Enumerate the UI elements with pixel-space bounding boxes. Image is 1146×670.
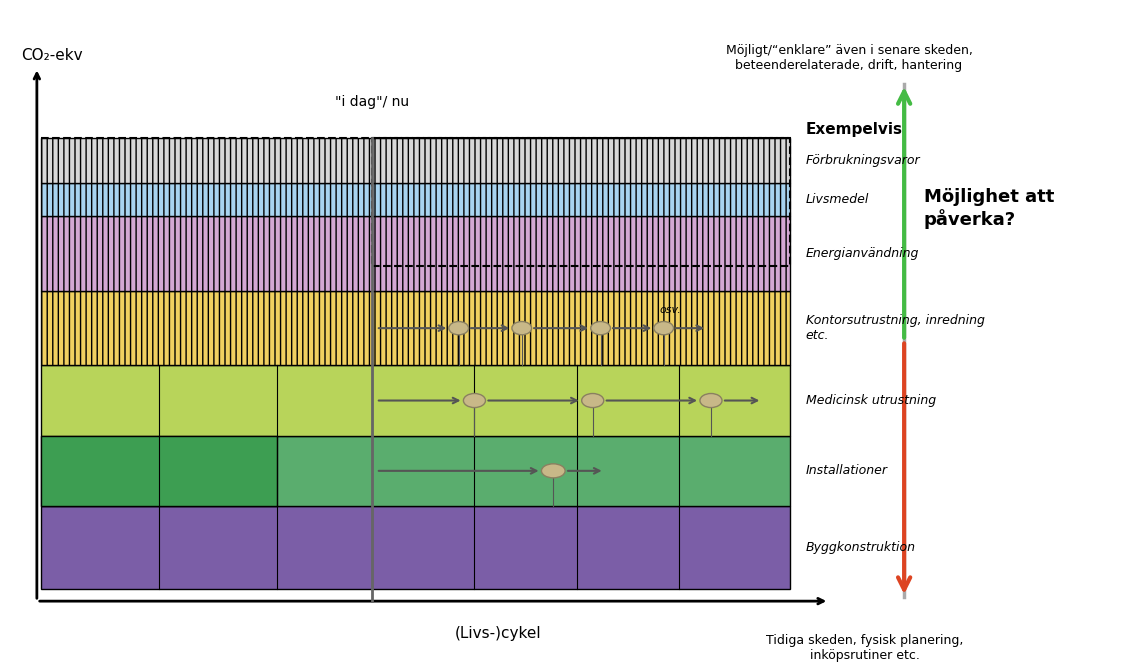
Bar: [41, 216, 790, 291]
Ellipse shape: [463, 393, 486, 407]
Ellipse shape: [590, 322, 611, 335]
Ellipse shape: [541, 464, 565, 478]
Text: Installationer: Installationer: [806, 464, 888, 477]
Ellipse shape: [512, 322, 532, 335]
Bar: [41, 436, 790, 506]
Bar: [41, 216, 790, 291]
Text: Energianvändning: Energianvändning: [806, 247, 919, 260]
Text: Möjlighet att
påverka?: Möjlighet att påverka?: [924, 188, 1054, 228]
Ellipse shape: [582, 393, 604, 407]
Bar: [41, 138, 790, 184]
Ellipse shape: [700, 393, 722, 407]
Bar: [41, 291, 790, 365]
Text: CO₂-ekv: CO₂-ekv: [21, 48, 83, 64]
Bar: [41, 184, 790, 216]
Bar: [372, 138, 790, 266]
Bar: [41, 506, 790, 589]
Bar: [41, 436, 277, 506]
Text: osv.: osv.: [660, 306, 682, 316]
Text: Livsmedel: Livsmedel: [806, 194, 869, 206]
Text: Exempelvis: Exempelvis: [806, 122, 903, 137]
Ellipse shape: [654, 322, 674, 335]
Text: Tidiga skeden, fysisk planering,
inköpsrutiner etc.: Tidiga skeden, fysisk planering, inköpsr…: [766, 634, 964, 662]
Text: Kontorsutrustning, inredning
etc.: Kontorsutrustning, inredning etc.: [806, 314, 984, 342]
Text: Byggkonstruktion: Byggkonstruktion: [806, 541, 916, 554]
Bar: [41, 184, 790, 216]
Text: Förbrukningsvaror: Förbrukningsvaror: [806, 154, 920, 167]
Text: "i dag"/ nu: "i dag"/ nu: [335, 95, 409, 109]
Bar: [41, 138, 790, 184]
Ellipse shape: [449, 322, 469, 335]
Text: Medicinsk utrustning: Medicinsk utrustning: [806, 394, 936, 407]
Text: Möjligt/“enklare” även i senare skeden,
beteenderelaterade, drift, hantering: Möjligt/“enklare” även i senare skeden, …: [725, 44, 973, 72]
Bar: [41, 291, 790, 365]
Text: (Livs-)cykel: (Livs-)cykel: [455, 626, 541, 641]
Bar: [41, 365, 790, 436]
